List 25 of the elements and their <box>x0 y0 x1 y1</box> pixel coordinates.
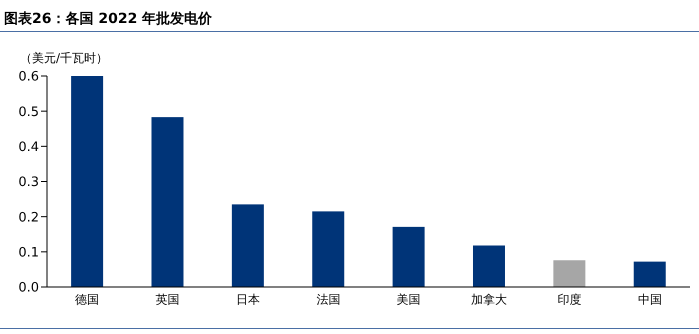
y-tick-label: 0.3 <box>18 175 39 190</box>
x-tick-label: 美国 <box>396 292 421 307</box>
bar <box>232 204 264 287</box>
x-tick-label: 印度 <box>557 292 582 307</box>
y-tick-label: 0.4 <box>18 140 39 155</box>
y-tick-label: 0.6 <box>18 70 39 85</box>
x-tick-label: 日本 <box>236 292 260 307</box>
y-tick-label: 0.1 <box>18 245 39 260</box>
y-axis-title: （美元/千瓦时） <box>20 50 108 67</box>
x-tick-label: 英国 <box>156 292 180 307</box>
y-tick-label: 0.0 <box>18 280 39 296</box>
bar <box>472 246 505 287</box>
bar <box>71 76 104 287</box>
bar <box>634 262 666 287</box>
bar <box>392 226 425 287</box>
chart-title: 图表26：各国 2022 年批发电价 <box>4 10 212 28</box>
x-tick-label: 法国 <box>316 292 340 307</box>
bar <box>151 117 184 287</box>
y-tick-label: 0.2 <box>18 210 39 226</box>
y-tick-label: 0.5 <box>18 104 39 120</box>
x-tick-label: 德国 <box>75 292 100 307</box>
x-tick-label: 中国 <box>638 292 662 307</box>
bar <box>312 211 344 287</box>
x-tick-label: 加拿大 <box>471 292 508 307</box>
bar <box>553 260 586 287</box>
